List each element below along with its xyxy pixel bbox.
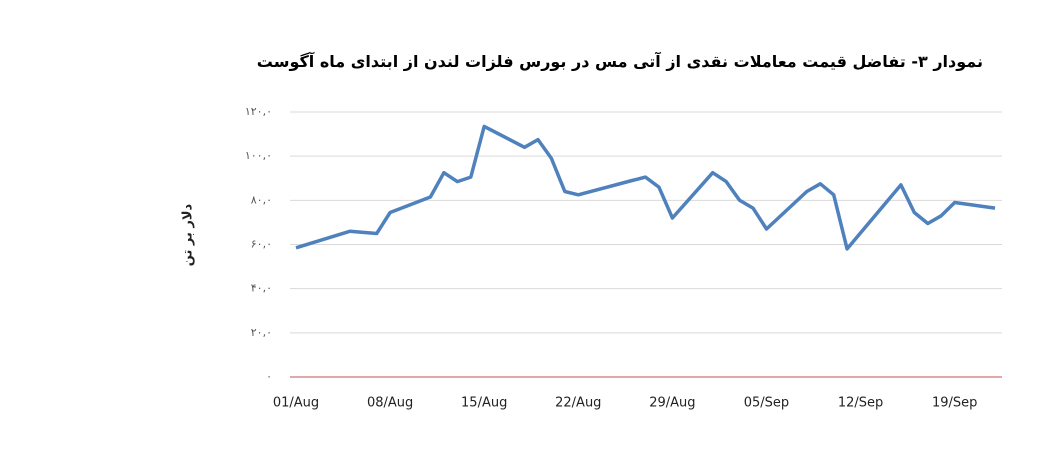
data-line [295,124,996,251]
y-tick-label: ۲۰,۰ [251,326,272,339]
x-tick-label: 15/Aug [461,396,507,411]
y-tick-label: ۰ [266,370,272,383]
y-tick-label: ۱۰۰,۰ [245,149,272,162]
x-tick-label: 08/Aug [367,396,413,411]
y-axis-label: دلار بر تن [181,203,196,266]
y-tick-label: ۴۰,۰ [251,282,272,295]
x-tick-label: 29/Aug [649,396,695,411]
y-tick-label: ۶۰,۰ [251,238,272,251]
x-tick-label: 05/Sep [744,396,789,411]
x-tick-label: 01/Aug [273,396,319,411]
x-tick-label: 12/Sep [838,396,883,411]
x-tick-label: 19/Sep [932,396,977,411]
y-tick-label: ۸۰,۰ [251,193,272,206]
y-tick-label: ۱۲۰,۰ [245,105,272,118]
x-tick-label: 22/Aug [555,396,601,411]
chart-title: نمودار ۳- تفاضل قیمت معاملات نقدی از آتی… [256,52,983,71]
